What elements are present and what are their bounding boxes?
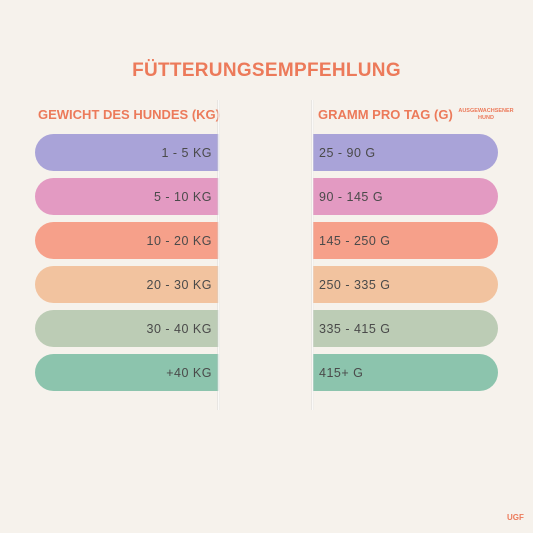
grams-column-note: AUSGEWACHSENER HUND [458, 108, 514, 121]
left-divider [217, 100, 220, 410]
weight-cell: 30 - 40 KG [35, 310, 219, 347]
weight-cell: 10 - 20 KG [35, 222, 219, 259]
weight-cell: 20 - 30 KG [35, 266, 219, 303]
weight-cell: +40 KG [35, 354, 219, 391]
grams-cell: 145 - 250 G [313, 222, 498, 259]
weight-cell: 5 - 10 KG [35, 178, 219, 215]
weight-cell: 1 - 5 KG [35, 134, 219, 171]
grams-cell: 25 - 90 G [313, 134, 498, 171]
page-title: FÜTTERUNGSEMPFEHLUNG [132, 60, 401, 81]
brand-logo-text: UGF [507, 513, 524, 522]
grams-column-header: GRAMM PRO TAG (G) [318, 107, 453, 122]
grams-cell: 250 - 335 G [313, 266, 498, 303]
grams-cell: 335 - 415 G [313, 310, 498, 347]
weight-column-header: GEWICHT DES HUNDES (KG) [38, 107, 220, 122]
grams-cell: 90 - 145 G [313, 178, 498, 215]
grams-cell: 415+ G [313, 354, 498, 391]
right-divider [311, 100, 314, 410]
